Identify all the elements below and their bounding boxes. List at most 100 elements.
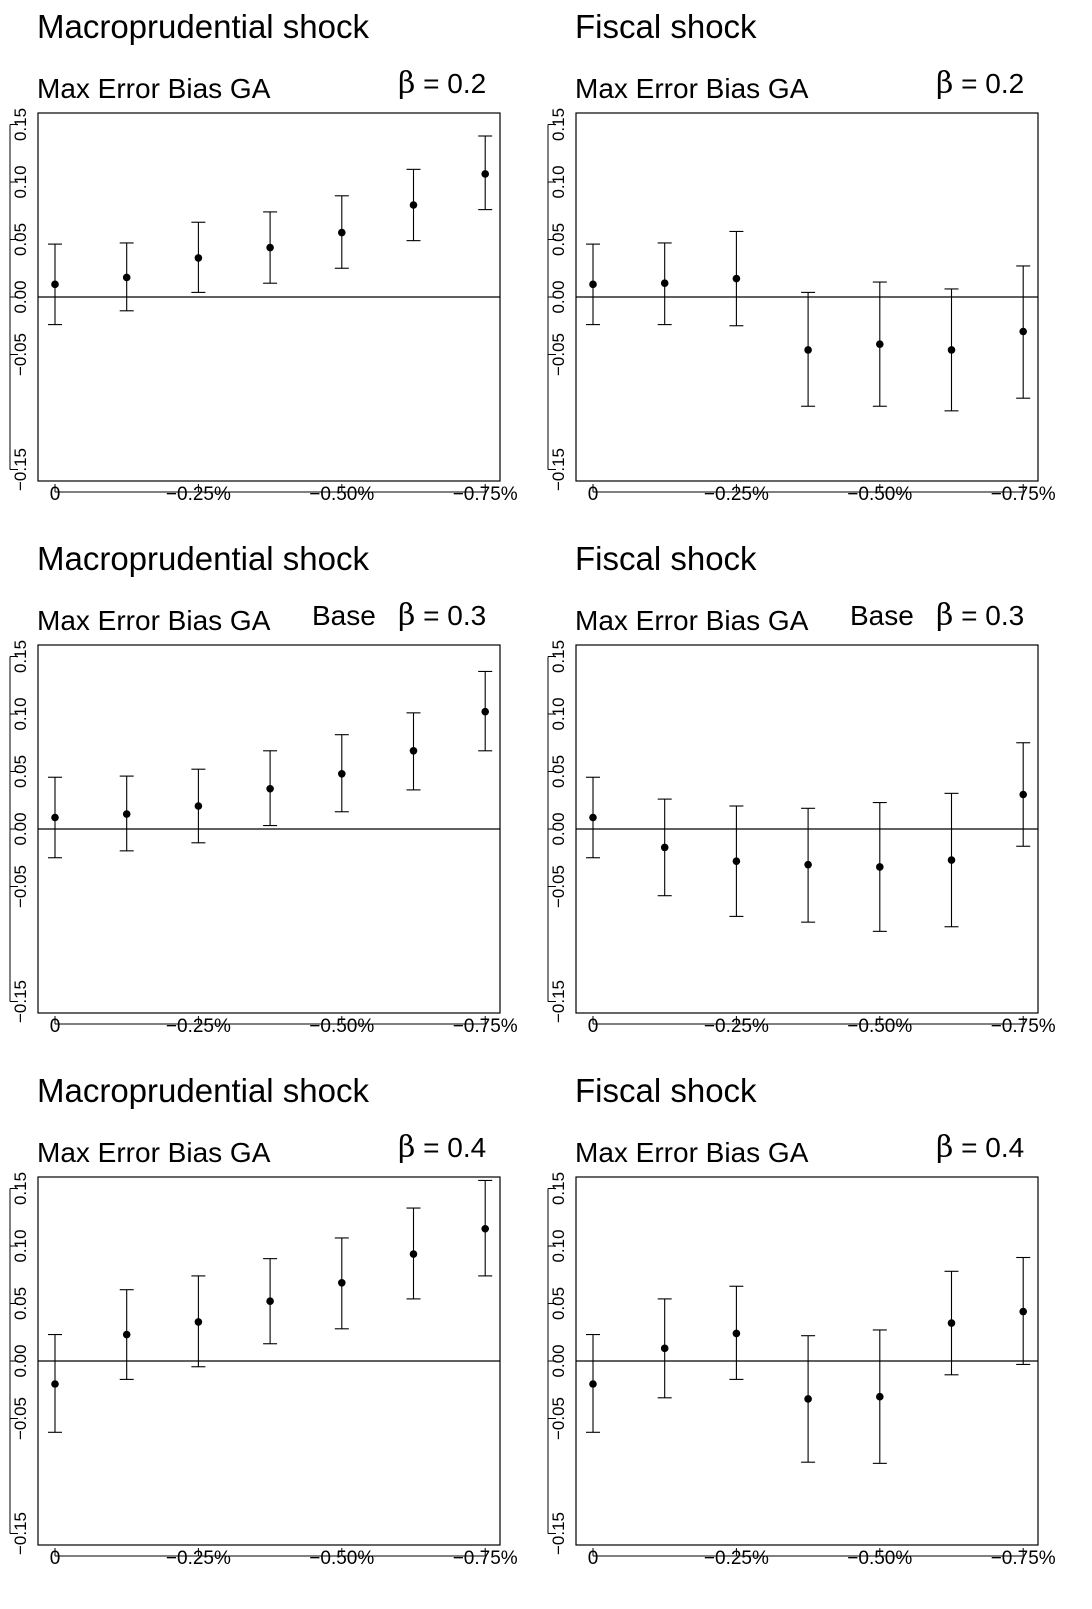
data-point [338,228,346,237]
chart-plot: −0.15 −0.05 0.00 0.05 0.10 0.15 0 −0.25% −0.50% −… [9,640,518,1037]
chart-panel-macro-beta04: Macroprudential shock Max Error Bias GA … [0,1064,540,1594]
x-tick-label: −0.75% [453,484,518,505]
y-tick-label: 0.10 [549,697,568,730]
data-point [947,346,956,354]
data-point [804,346,812,354]
panel-title: Fiscal shock [575,1072,757,1109]
y-tick-label: 0.00 [11,280,30,313]
x-tick-label: −0.25% [704,484,769,505]
beta-symbol: β [936,598,954,633]
y-tick-label: 0.00 [549,280,568,313]
data-point [194,254,203,262]
data-point [947,1319,956,1327]
y-tick-label: 0.15 [11,108,30,141]
beta-label: β = 0.2 [398,66,486,101]
x-tick-label: −0.50% [309,1548,374,1569]
y-tick-label: 0.05 [11,1287,30,1320]
x-tick-label: −0.50% [309,1016,374,1037]
x-tick-label: −0.75% [453,1548,518,1569]
data-point [732,274,741,283]
data-point [122,810,131,818]
data-point [589,1380,597,1388]
data-point [589,280,597,289]
data-point [876,1392,884,1401]
y-tick-label: −0.15 [549,1512,568,1555]
data-point [876,340,884,348]
panel-title: Macroprudential shock [37,540,369,577]
y-tick-label: −0.05 [11,1397,30,1440]
x-tick-label: 0 [588,484,599,505]
beta-label: β = 0.4 [936,1130,1024,1165]
y-tick-label: 0.00 [11,812,30,845]
y-tick-label: 0.10 [549,165,568,198]
beta-label: β = 0.3 [936,598,1024,633]
y-tick-label: −0.15 [11,448,30,491]
data-point [481,707,490,716]
y-tick-label: 0.05 [549,223,568,256]
panel-title: Fiscal shock [575,8,757,45]
panel-title: Macroprudential shock [37,1072,369,1109]
data-point [122,1330,131,1339]
data-point [409,747,418,755]
data-point [660,843,669,852]
panel-title: Fiscal shock [575,540,757,577]
beta-symbol: β [398,598,416,633]
data-point [194,1318,203,1326]
beta-value: = 0.2 [423,68,487,99]
x-tick-label: −0.50% [309,484,374,505]
data-point [266,243,274,252]
data-point [1019,327,1027,336]
data-point [122,273,131,282]
data-point [660,1344,669,1353]
beta-value: = 0.2 [961,68,1025,99]
y-tick-label: 0.10 [11,697,30,730]
beta-symbol: β [936,1130,954,1165]
x-tick-label: 0 [50,1016,61,1037]
chart-plot: −0.15 −0.05 0.00 0.05 0.10 0.15 0 −0.25% −0.50% −… [547,108,1056,505]
y-tick-label: −0.15 [549,448,568,491]
y-tick-label: 0.10 [11,165,30,198]
x-tick-label: −0.50% [847,484,912,505]
panel-subtitle: Max Error Bias GA [575,605,809,636]
x-tick-label: −0.75% [991,1548,1056,1569]
panel-subtitle: Max Error Bias GA [575,73,809,104]
x-tick-label: −0.25% [704,1016,769,1037]
y-tick-label: −0.05 [549,865,568,908]
chart-panel-macro-beta02: Macroprudential shock Max Error Bias GA … [0,0,540,530]
beta-value: = 0.3 [961,600,1025,631]
x-tick-label: −0.25% [704,1548,769,1569]
x-tick-label: −0.25% [166,1016,231,1037]
beta-symbol: β [936,66,954,101]
chart-panel-fiscal-beta03: Fiscal shock Max Error Bias GA Base β = … [538,532,1078,1062]
data-point [51,813,59,822]
data-point [876,863,884,871]
y-tick-label: 0.00 [11,1344,30,1377]
y-tick-label: −0.05 [11,333,30,376]
data-point [51,280,59,289]
x-tick-label: −0.25% [166,1548,231,1569]
data-point [409,201,418,209]
panel-title: Macroprudential shock [37,8,369,45]
data-point [338,770,346,778]
data-point [1019,790,1027,799]
y-tick-label: 0.00 [549,1344,568,1377]
data-point [732,1329,741,1338]
y-tick-label: −0.15 [549,980,568,1023]
data-point [481,1224,490,1233]
data-point [804,1395,812,1403]
y-tick-label: −0.05 [11,865,30,908]
panel-subtitle: Max Error Bias GA [37,605,271,636]
y-tick-label: 0.05 [11,755,30,788]
base-label: Base [850,600,914,631]
y-tick-label: 0.00 [549,812,568,845]
chart-panel-macro-beta03: Macroprudential shock Max Error Bias GA … [0,532,540,1062]
beta-label: β = 0.2 [936,66,1024,101]
panel-subtitle: Max Error Bias GA [37,73,271,104]
chart-plot: −0.15 −0.05 0.00 0.05 0.10 0.15 0 −0.25% −0.50% −… [547,640,1056,1037]
chart-plot: −0.15 −0.05 0.00 0.05 0.10 0.15 0 −0.25% −0.50% −… [9,1172,518,1569]
x-tick-label: −0.50% [847,1016,912,1037]
y-tick-label: −0.15 [11,980,30,1023]
y-tick-label: 0.15 [11,1172,30,1205]
beta-symbol: β [398,66,416,101]
y-tick-label: 0.15 [549,1172,568,1205]
